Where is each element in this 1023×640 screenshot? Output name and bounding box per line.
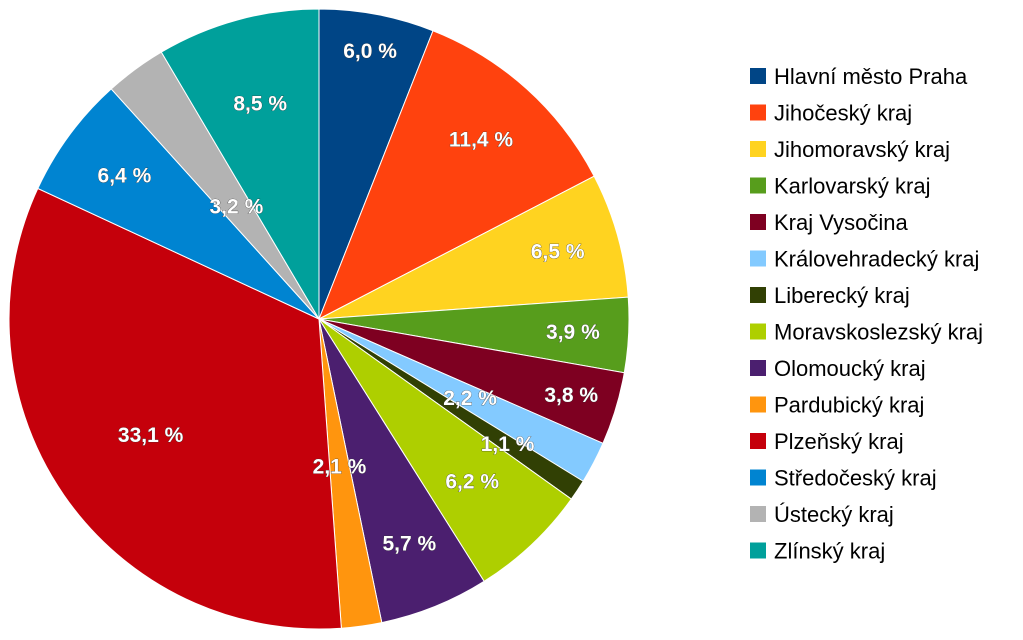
slice-labels: 6,0 % 11,4 % 6,5 % 3,9 % 3,8 % 2,2 % 1,1 % 6,2 … — [97, 40, 600, 556]
pie-slice — [160, 8, 320, 321]
legend-entry: Jihočeský kraj — [774, 101, 912, 126]
slice-data-label: 8,5 % — [233, 93, 287, 116]
legend-swatch — [750, 542, 766, 559]
legend-swatch — [750, 104, 766, 121]
legend-entry: Moravskoslezský kraj — [774, 320, 983, 345]
slice-data-label: 2,1 % — [313, 455, 367, 478]
legend-entry: Zlínský kraj — [774, 539, 885, 564]
legend-swatch — [750, 250, 766, 267]
legend-entry: Karlovarský kraj — [774, 174, 930, 199]
legend-swatch — [750, 214, 766, 230]
slice-data-label: 1,1 % — [481, 433, 535, 456]
slice-data-label: 6,5 % — [531, 241, 585, 264]
legend-swatch — [750, 287, 766, 303]
slice-data-label: 11,4 % — [449, 129, 514, 152]
legend-entry: Ústecký kraj — [774, 502, 894, 527]
pie-slice — [318, 175, 629, 320]
legend-entry: Jihomoravský kraj — [774, 137, 950, 162]
legend-swatch — [750, 360, 766, 376]
slice-data-label: 5,7 % — [382, 532, 436, 555]
slice-data-label: 33,1 % — [118, 424, 184, 447]
slice-data-label: 3,9 % — [546, 321, 600, 344]
pie-slice — [37, 88, 320, 320]
legend-swatch — [750, 506, 766, 522]
legend-swatch — [750, 323, 766, 340]
pie-slice — [318, 30, 595, 321]
slice-data-label: 6,0 % — [343, 40, 397, 63]
legend-entry: Olomoucký kraj — [774, 356, 926, 381]
slice-data-label: 6,2 % — [445, 470, 499, 493]
legend-entry: Liberecký kraj — [774, 283, 910, 308]
legend-entry: Plzeňský kraj — [774, 429, 904, 454]
legend-swatch — [750, 177, 766, 194]
legend-swatch — [750, 433, 766, 449]
slice-data-label: 2,2 % — [443, 387, 497, 410]
slice-data-label: 3,8 % — [544, 384, 598, 407]
legend-swatch — [750, 68, 766, 84]
pie-slice — [318, 318, 573, 583]
slice-data-label: 6,4 % — [98, 165, 152, 188]
legend: Hlavní město Praha Jihočeský kraj Jihomora… — [750, 64, 983, 564]
legend-swatch — [750, 396, 766, 413]
legend-swatch — [750, 469, 766, 486]
legend-entry: Středočeský kraj — [774, 466, 937, 491]
legend-entry: Pardubický kraj — [774, 393, 924, 418]
legend-entry: Kraj Vysočina — [774, 210, 908, 235]
slice-data-label: 3,2 % — [210, 196, 264, 219]
pie-slices — [8, 8, 630, 630]
pie-slice — [8, 187, 342, 630]
legend-entry: Hlavní město Praha — [774, 64, 968, 89]
legend-entry: Královehradecký kraj — [774, 247, 979, 272]
legend-swatch — [750, 141, 766, 157]
